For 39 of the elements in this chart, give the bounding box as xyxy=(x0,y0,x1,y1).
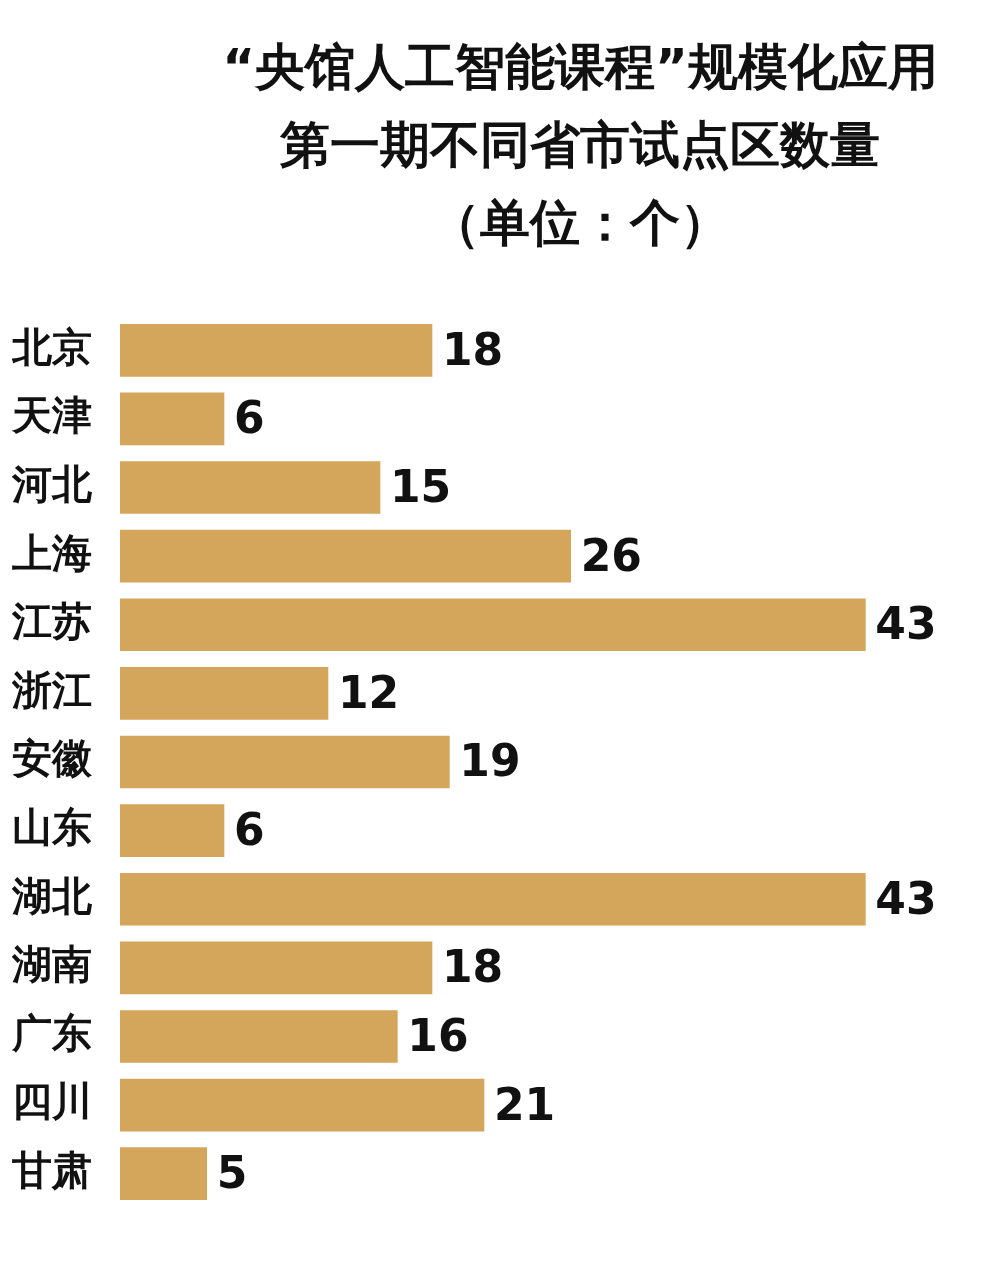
y-tick-label: 上海 xyxy=(12,529,92,576)
data-label: 18 xyxy=(442,941,504,993)
bar xyxy=(120,461,381,514)
bar xyxy=(120,392,225,446)
bar xyxy=(120,941,433,995)
bar xyxy=(120,323,433,377)
y-tick-label: 广东 xyxy=(11,1009,92,1056)
data-label: 43 xyxy=(875,598,937,650)
y-tick-label: 四川 xyxy=(12,1078,92,1125)
data-label: 21 xyxy=(494,1078,556,1130)
data-label: 6 xyxy=(234,392,265,444)
bar xyxy=(120,1078,485,1132)
data-label: 12 xyxy=(338,666,400,718)
bar xyxy=(120,735,450,789)
data-label: 43 xyxy=(875,872,937,924)
y-tick-label: 安徽 xyxy=(12,735,93,782)
y-tick-label: 湖南 xyxy=(11,941,92,988)
data-label: 15 xyxy=(390,460,452,512)
data-label: 5 xyxy=(216,1147,248,1199)
bar xyxy=(120,1010,398,1063)
bar xyxy=(120,529,571,583)
bar xyxy=(120,804,225,857)
y-tick-label: 河北 xyxy=(11,460,93,507)
y-tick-label: 浙江 xyxy=(11,666,92,713)
bar xyxy=(120,667,329,720)
y-tick-label: 江苏 xyxy=(11,598,92,645)
data-label: 19 xyxy=(459,735,521,787)
chart-subtitle: （单位：个） xyxy=(429,193,731,254)
data-label: 6 xyxy=(234,804,265,856)
y-tick-label: 甘肃 xyxy=(11,1147,92,1194)
y-tick-label: 湖北 xyxy=(11,872,93,919)
bar xyxy=(120,1147,207,1201)
data-label: 16 xyxy=(407,1009,469,1061)
bar xyxy=(120,598,866,652)
data-label: 26 xyxy=(580,529,642,581)
data-label: 18 xyxy=(442,323,504,375)
chart-title: “央馆人工智能课程”规模化应用第一期不同省市试点区数量 xyxy=(221,37,939,176)
y-tick-label: 山东 xyxy=(12,804,92,851)
bar xyxy=(120,872,866,926)
